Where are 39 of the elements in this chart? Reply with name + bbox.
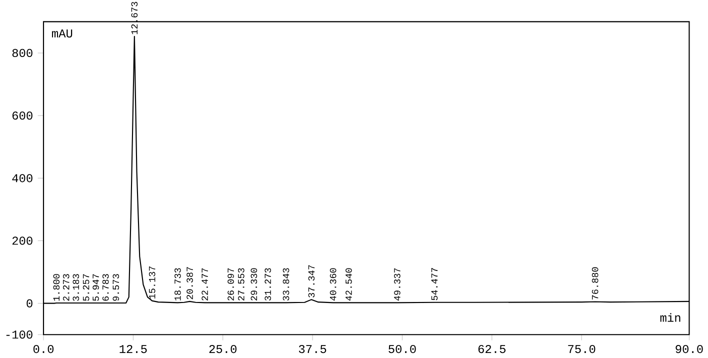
x-tick-label: 25.0 (209, 345, 236, 354)
annotation: 42.540 (346, 268, 352, 301)
x-tick-label: 75.0 (568, 345, 596, 354)
annotation: 5.257 (82, 274, 90, 302)
annotation: 37.347 (308, 265, 315, 298)
annotation: 22.477 (202, 268, 208, 301)
annotation: 12.673 (131, 2, 138, 34)
x-tick-label: 12.5 (120, 345, 147, 354)
annotation: 3.183 (72, 274, 80, 302)
annotation: 2.273 (62, 274, 70, 301)
annotation: 40.360 (330, 268, 336, 301)
y-axis-title: mAU (52, 30, 72, 38)
x-tick-label: 62.5 (478, 345, 506, 354)
annotation: 76.880 (592, 267, 598, 300)
annotation: 9.573 (112, 274, 120, 301)
x-tick-label: 50.0 (388, 345, 416, 354)
y-tick-label: -100 (6, 330, 32, 339)
y-tick-label: 200 (12, 236, 32, 246)
annotation: 27.553 (238, 268, 244, 301)
annotation: 49.337 (394, 268, 400, 301)
x-tick-label: 90.0 (676, 345, 703, 354)
annotation: 54.477 (431, 268, 438, 300)
annotation: 33.843 (282, 268, 290, 301)
annotation: 31.273 (264, 268, 271, 301)
annotation: 1.800 (53, 274, 60, 301)
annotation: 26.097 (228, 268, 234, 301)
annotation: 15.137 (148, 266, 156, 299)
x-tick-label: 0.0 (33, 345, 54, 354)
x-tick-label: 37.5 (298, 345, 326, 354)
annotation: 20.387 (186, 267, 193, 300)
annotation: 18.733 (174, 268, 181, 301)
y-tick-label: 600 (12, 112, 32, 120)
y-tick-label: 400 (12, 174, 32, 182)
annotation: 5.947 (92, 274, 99, 302)
y-tick-label: 800 (12, 49, 32, 58)
annotation: 6.783 (102, 274, 109, 301)
x-axis-title: min (660, 313, 680, 322)
y-tick-label: 0 (26, 299, 32, 308)
annotation: 29.330 (250, 268, 258, 301)
